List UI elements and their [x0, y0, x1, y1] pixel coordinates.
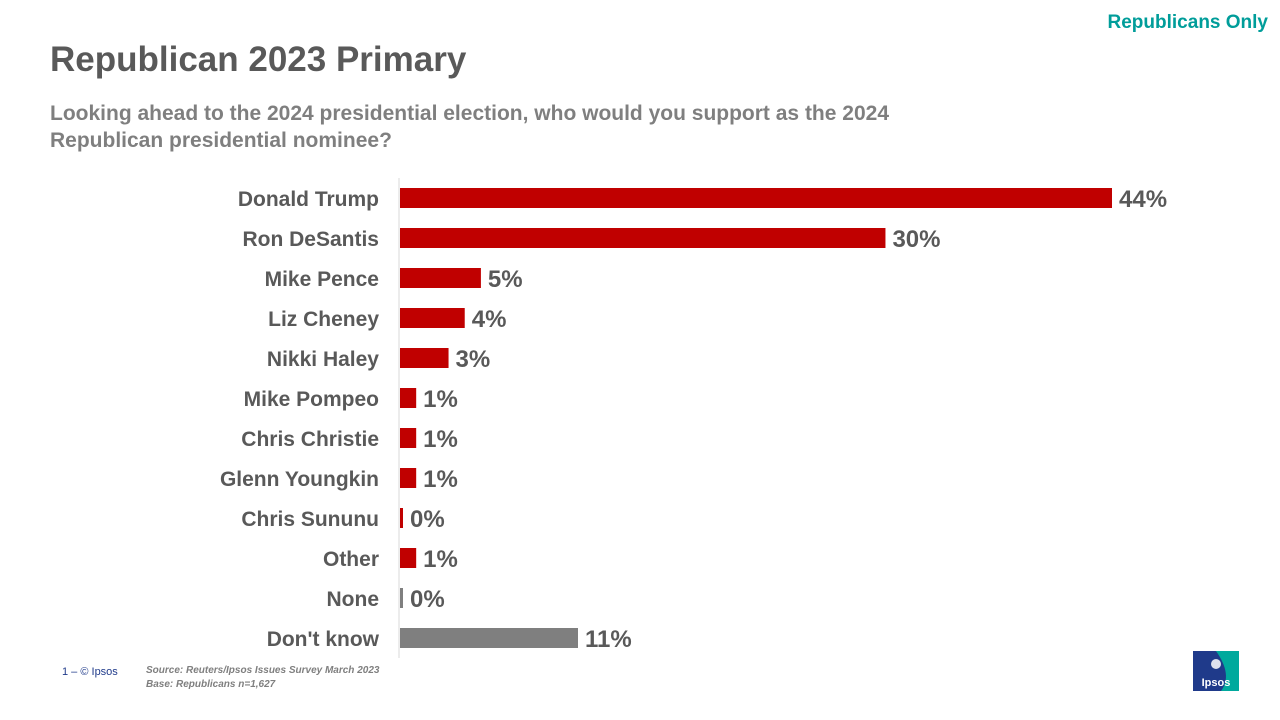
category-label: Don't know [267, 628, 380, 651]
bar [400, 588, 403, 608]
source-line: Source: Reuters/Ipsos Issues Survey Marc… [146, 665, 380, 676]
value-label: 0% [410, 506, 445, 533]
category-label: Liz Cheney [268, 308, 379, 331]
category-label: Mike Pompeo [244, 388, 379, 411]
bar-chart: Donald Trump 44% Ron DeSantis 30% Mike Pence… [220, 178, 1167, 658]
value-label: 11% [585, 626, 632, 653]
ipsos-logo: Ipsos [1193, 651, 1239, 691]
category-label: Glenn Youngkin [220, 468, 379, 491]
bar [400, 388, 417, 408]
category-label: None [327, 588, 380, 611]
value-label: 44% [1119, 186, 1167, 213]
value-label: 3% [456, 346, 491, 373]
category-label: Other [323, 548, 379, 571]
bar [400, 548, 417, 568]
audience-tag: Republicans Only [1107, 12, 1268, 33]
page-title: Republican 2023 Primary [50, 40, 467, 79]
category-label: Chris Christie [241, 428, 379, 451]
bar [400, 508, 403, 528]
category-label: Nikki Haley [267, 348, 379, 371]
bar [400, 188, 1112, 208]
value-label: 1% [423, 466, 458, 493]
value-label: 1% [423, 546, 458, 573]
bar [400, 428, 417, 448]
value-label: 4% [472, 306, 507, 333]
question-subtitle: Looking ahead to the 2024 presidential e… [50, 102, 889, 152]
value-label: 0% [410, 586, 445, 613]
value-label: 30% [892, 226, 940, 253]
base-line: Base: Republicans n=1,627 [146, 679, 276, 690]
value-label: 1% [423, 386, 458, 413]
bar [400, 268, 481, 288]
bar [400, 628, 578, 648]
source-note: Source: Reuters/Ipsos Issues Survey Marc… [146, 664, 379, 692]
bar [400, 468, 417, 488]
category-label: Ron DeSantis [242, 228, 379, 251]
page-footer: 1 – © Ipsos [62, 666, 118, 678]
category-label: Donald Trump [238, 188, 379, 211]
value-label: 5% [488, 266, 523, 293]
category-label: Chris Sununu [241, 508, 379, 531]
category-label: Mike Pence [265, 268, 379, 291]
logo-text: Ipsos [1202, 677, 1231, 689]
value-label: 1% [423, 426, 458, 453]
bar [400, 308, 465, 328]
bar [400, 228, 886, 248]
bar [400, 348, 449, 368]
